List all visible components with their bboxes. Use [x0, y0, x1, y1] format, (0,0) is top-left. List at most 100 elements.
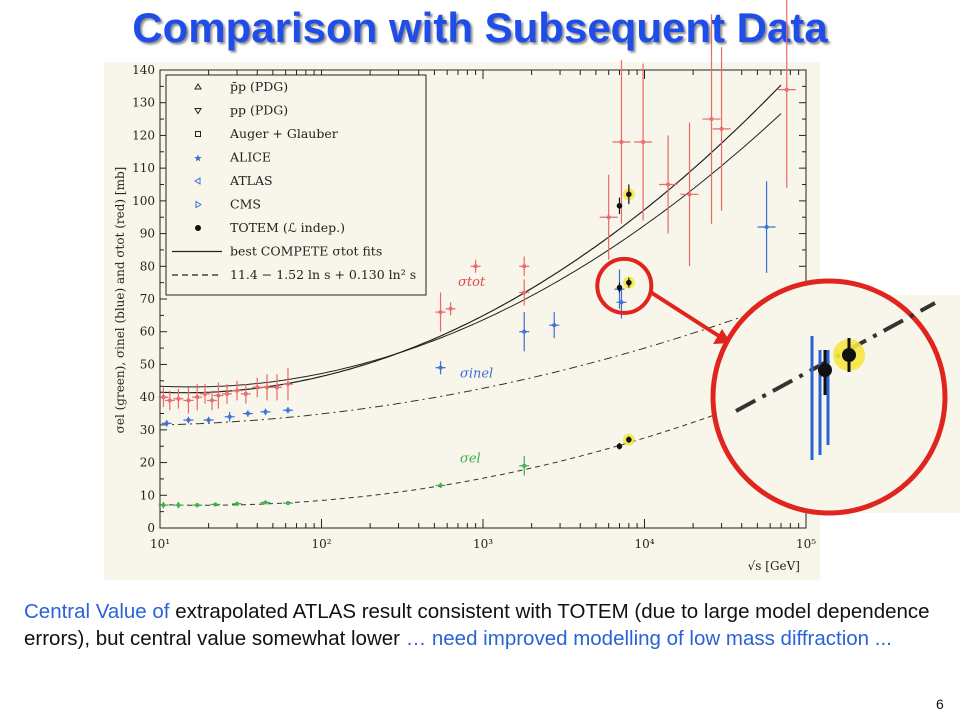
- marker: [274, 385, 280, 390]
- data-point: [519, 312, 530, 352]
- data-point: [282, 501, 293, 506]
- marker: [626, 279, 632, 286]
- caption-segment: extrapolated ATLAS result consistent wit…: [24, 600, 930, 650]
- marker: [186, 417, 191, 423]
- curve-label-1: σinel: [460, 367, 493, 382]
- data-point: [519, 256, 530, 277]
- data-point: [252, 377, 263, 398]
- data-point: [612, 60, 631, 224]
- legend-label: ALICE: [229, 150, 271, 165]
- legend-entry: CMS: [195, 197, 261, 212]
- zoom-callout: [595, 256, 948, 516]
- y-tick-label: 0: [147, 521, 155, 535]
- marker: [206, 417, 211, 423]
- marker: [263, 500, 268, 505]
- zoom-inset: [710, 278, 948, 516]
- legend-marker: [195, 225, 201, 231]
- data-point: [271, 374, 282, 401]
- legend-entry: ★ ALICE: [194, 150, 271, 165]
- marker: [552, 323, 557, 328]
- data-point: [445, 302, 456, 316]
- zoom-marker: [818, 363, 832, 377]
- marker: [216, 393, 221, 398]
- x-tick-label: 10⁴: [634, 537, 654, 551]
- y-tick-label: 20: [140, 456, 155, 470]
- data-point: [213, 382, 224, 409]
- tot-fit-curve-upper: [159, 113, 782, 388]
- legend-marker: [194, 177, 201, 185]
- zoom-arrow-shaft: [649, 290, 724, 340]
- data-point: [616, 282, 623, 293]
- legend-label: Auger + Glauber: [229, 126, 338, 141]
- caption-segment: Central Value of: [24, 600, 176, 623]
- legend-marker: ★: [194, 154, 203, 165]
- marker: [616, 202, 623, 209]
- data-point: [680, 122, 699, 267]
- marker: [784, 87, 789, 92]
- data-point: [634, 63, 653, 221]
- y-tick-label: 80: [140, 259, 155, 273]
- marker: [709, 116, 714, 122]
- marker: [285, 408, 291, 413]
- y-tick-label: 50: [140, 357, 155, 371]
- marker: [161, 395, 166, 400]
- marker: [176, 396, 181, 401]
- data-point: [173, 501, 184, 509]
- axes: 0 10 20 30 40 50 60 70 80 90 100 110 120 130 140 10¹ 10²…: [113, 63, 816, 573]
- data-point: [519, 279, 530, 306]
- y-tick-label: 70: [140, 292, 155, 306]
- marker: [243, 391, 248, 396]
- data-point: [183, 416, 194, 424]
- curve-label-2: σel: [460, 452, 481, 467]
- data-point: [210, 502, 221, 507]
- y-tick-label: 110: [132, 161, 155, 175]
- y-tick-label: 90: [140, 227, 155, 241]
- marker: [473, 264, 478, 269]
- legend-label: p̄p (PDG): [230, 79, 288, 94]
- marker: [606, 215, 611, 220]
- legend-entry: ATLAS: [194, 173, 273, 188]
- page-number: 6: [936, 696, 944, 712]
- marker: [687, 192, 692, 197]
- marker: [438, 309, 443, 315]
- marker: [719, 126, 724, 131]
- data-point: [183, 387, 194, 414]
- caption-segment: … need improved modelling of low mass di…: [405, 627, 892, 650]
- el-fit-curve: [159, 379, 807, 506]
- legend-marker: [195, 200, 202, 209]
- data-point: [622, 433, 635, 446]
- y-tick-label: 140: [132, 63, 155, 77]
- inel-fit-curve: [160, 292, 807, 426]
- data-point: [240, 384, 251, 404]
- x-tick-label: 10³: [473, 537, 493, 551]
- marker: [619, 300, 624, 305]
- marker: [255, 385, 260, 390]
- legend-entry: best COMPETE σtot fits: [172, 244, 382, 259]
- legend-label: best COMPETE σtot fits: [230, 244, 382, 259]
- data-point: [203, 416, 214, 424]
- legend-box: [165, 74, 427, 296]
- marker: [264, 385, 270, 390]
- data-point: [435, 482, 446, 489]
- y-tick-label: 120: [132, 128, 155, 142]
- marker: [164, 421, 169, 426]
- x-axis-label: √s [GeV]: [748, 559, 800, 573]
- data-point: [158, 387, 169, 407]
- marker: [209, 398, 215, 403]
- marker: [619, 139, 624, 145]
- data-point: [282, 367, 293, 401]
- data-point: [242, 410, 253, 417]
- caption: Central Value of extrapolated ATLAS resu…: [24, 598, 934, 652]
- data-point: [470, 259, 481, 273]
- data-point: [192, 384, 203, 411]
- marker: [522, 264, 527, 269]
- data-point: [777, 0, 796, 188]
- legend-marker: [194, 108, 202, 115]
- data-point: [232, 501, 243, 506]
- zoom-fit-line: [735, 301, 936, 413]
- legend-entry: 11.4 − 1.52 ln s + 0.130 ln² s: [172, 267, 416, 282]
- marker: [285, 501, 291, 506]
- y-axis-label: σel (green), σinel (blue) and σtot (red)…: [113, 167, 127, 434]
- marker: [640, 139, 646, 145]
- data-point: [173, 388, 184, 409]
